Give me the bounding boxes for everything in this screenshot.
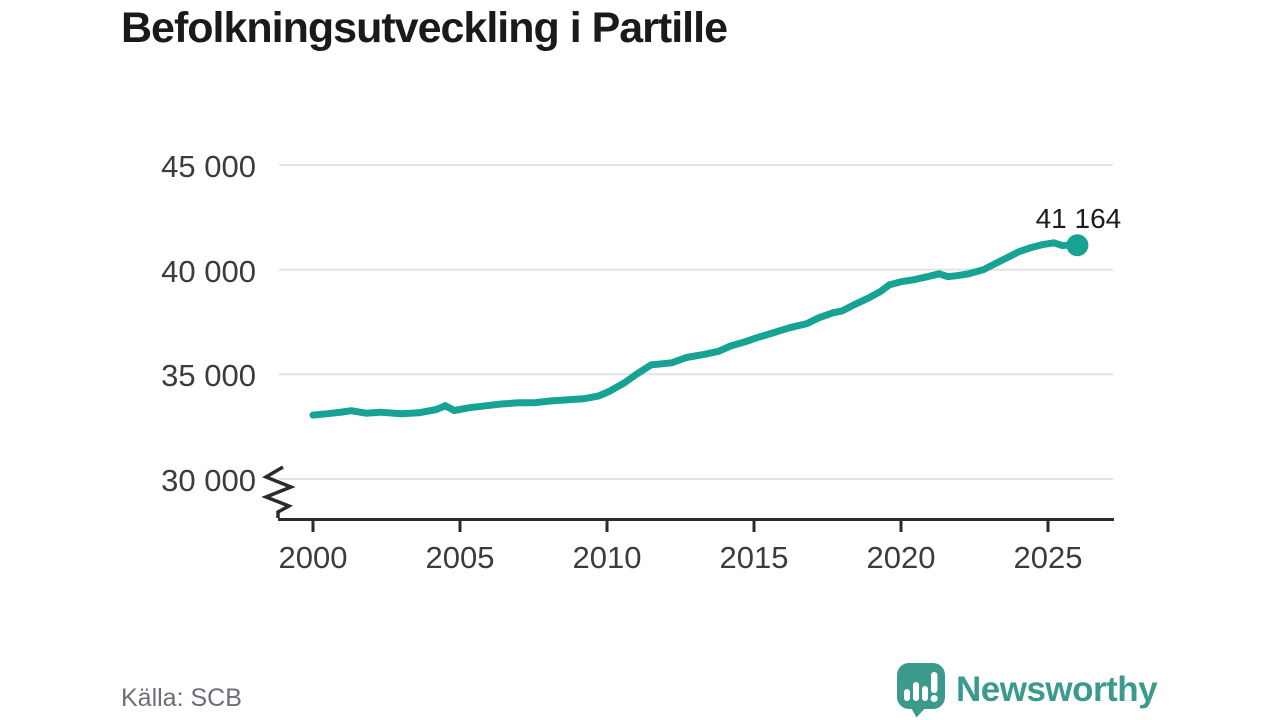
y-tick-label: 40 000 [161,253,256,289]
population-line [309,239,1081,419]
brand-name: Newsworthy [956,670,1158,709]
x-tick-label: 2005 [425,540,495,575]
last-point-marker [1066,234,1089,257]
gridlines [279,163,1113,480]
x-tick-label: 2015 [719,540,789,575]
x-axis [261,465,1114,532]
y-tick-label: 30 000 [161,463,256,498]
population-line-series [309,234,1089,419]
y-tick-label: 35 000 [161,358,256,394]
bar-chart-speech-bubble-icon [897,663,945,718]
last-value-label: 41 164 [1035,203,1122,235]
newsworthy-logo: Newsworthy [896,662,1158,718]
y-tick-label: 45 000 [161,148,256,184]
x-tick-label: 2010 [572,540,642,575]
x-tick-label: 2020 [866,540,936,575]
axis-break-icon [261,465,296,518]
source-note: Källa: SCB [121,684,242,712]
x-tick-label: 2000 [278,540,348,575]
chart-title: Befolkningsutveckling i Partille [121,4,728,52]
x-tick-label: 2025 [1013,540,1083,575]
